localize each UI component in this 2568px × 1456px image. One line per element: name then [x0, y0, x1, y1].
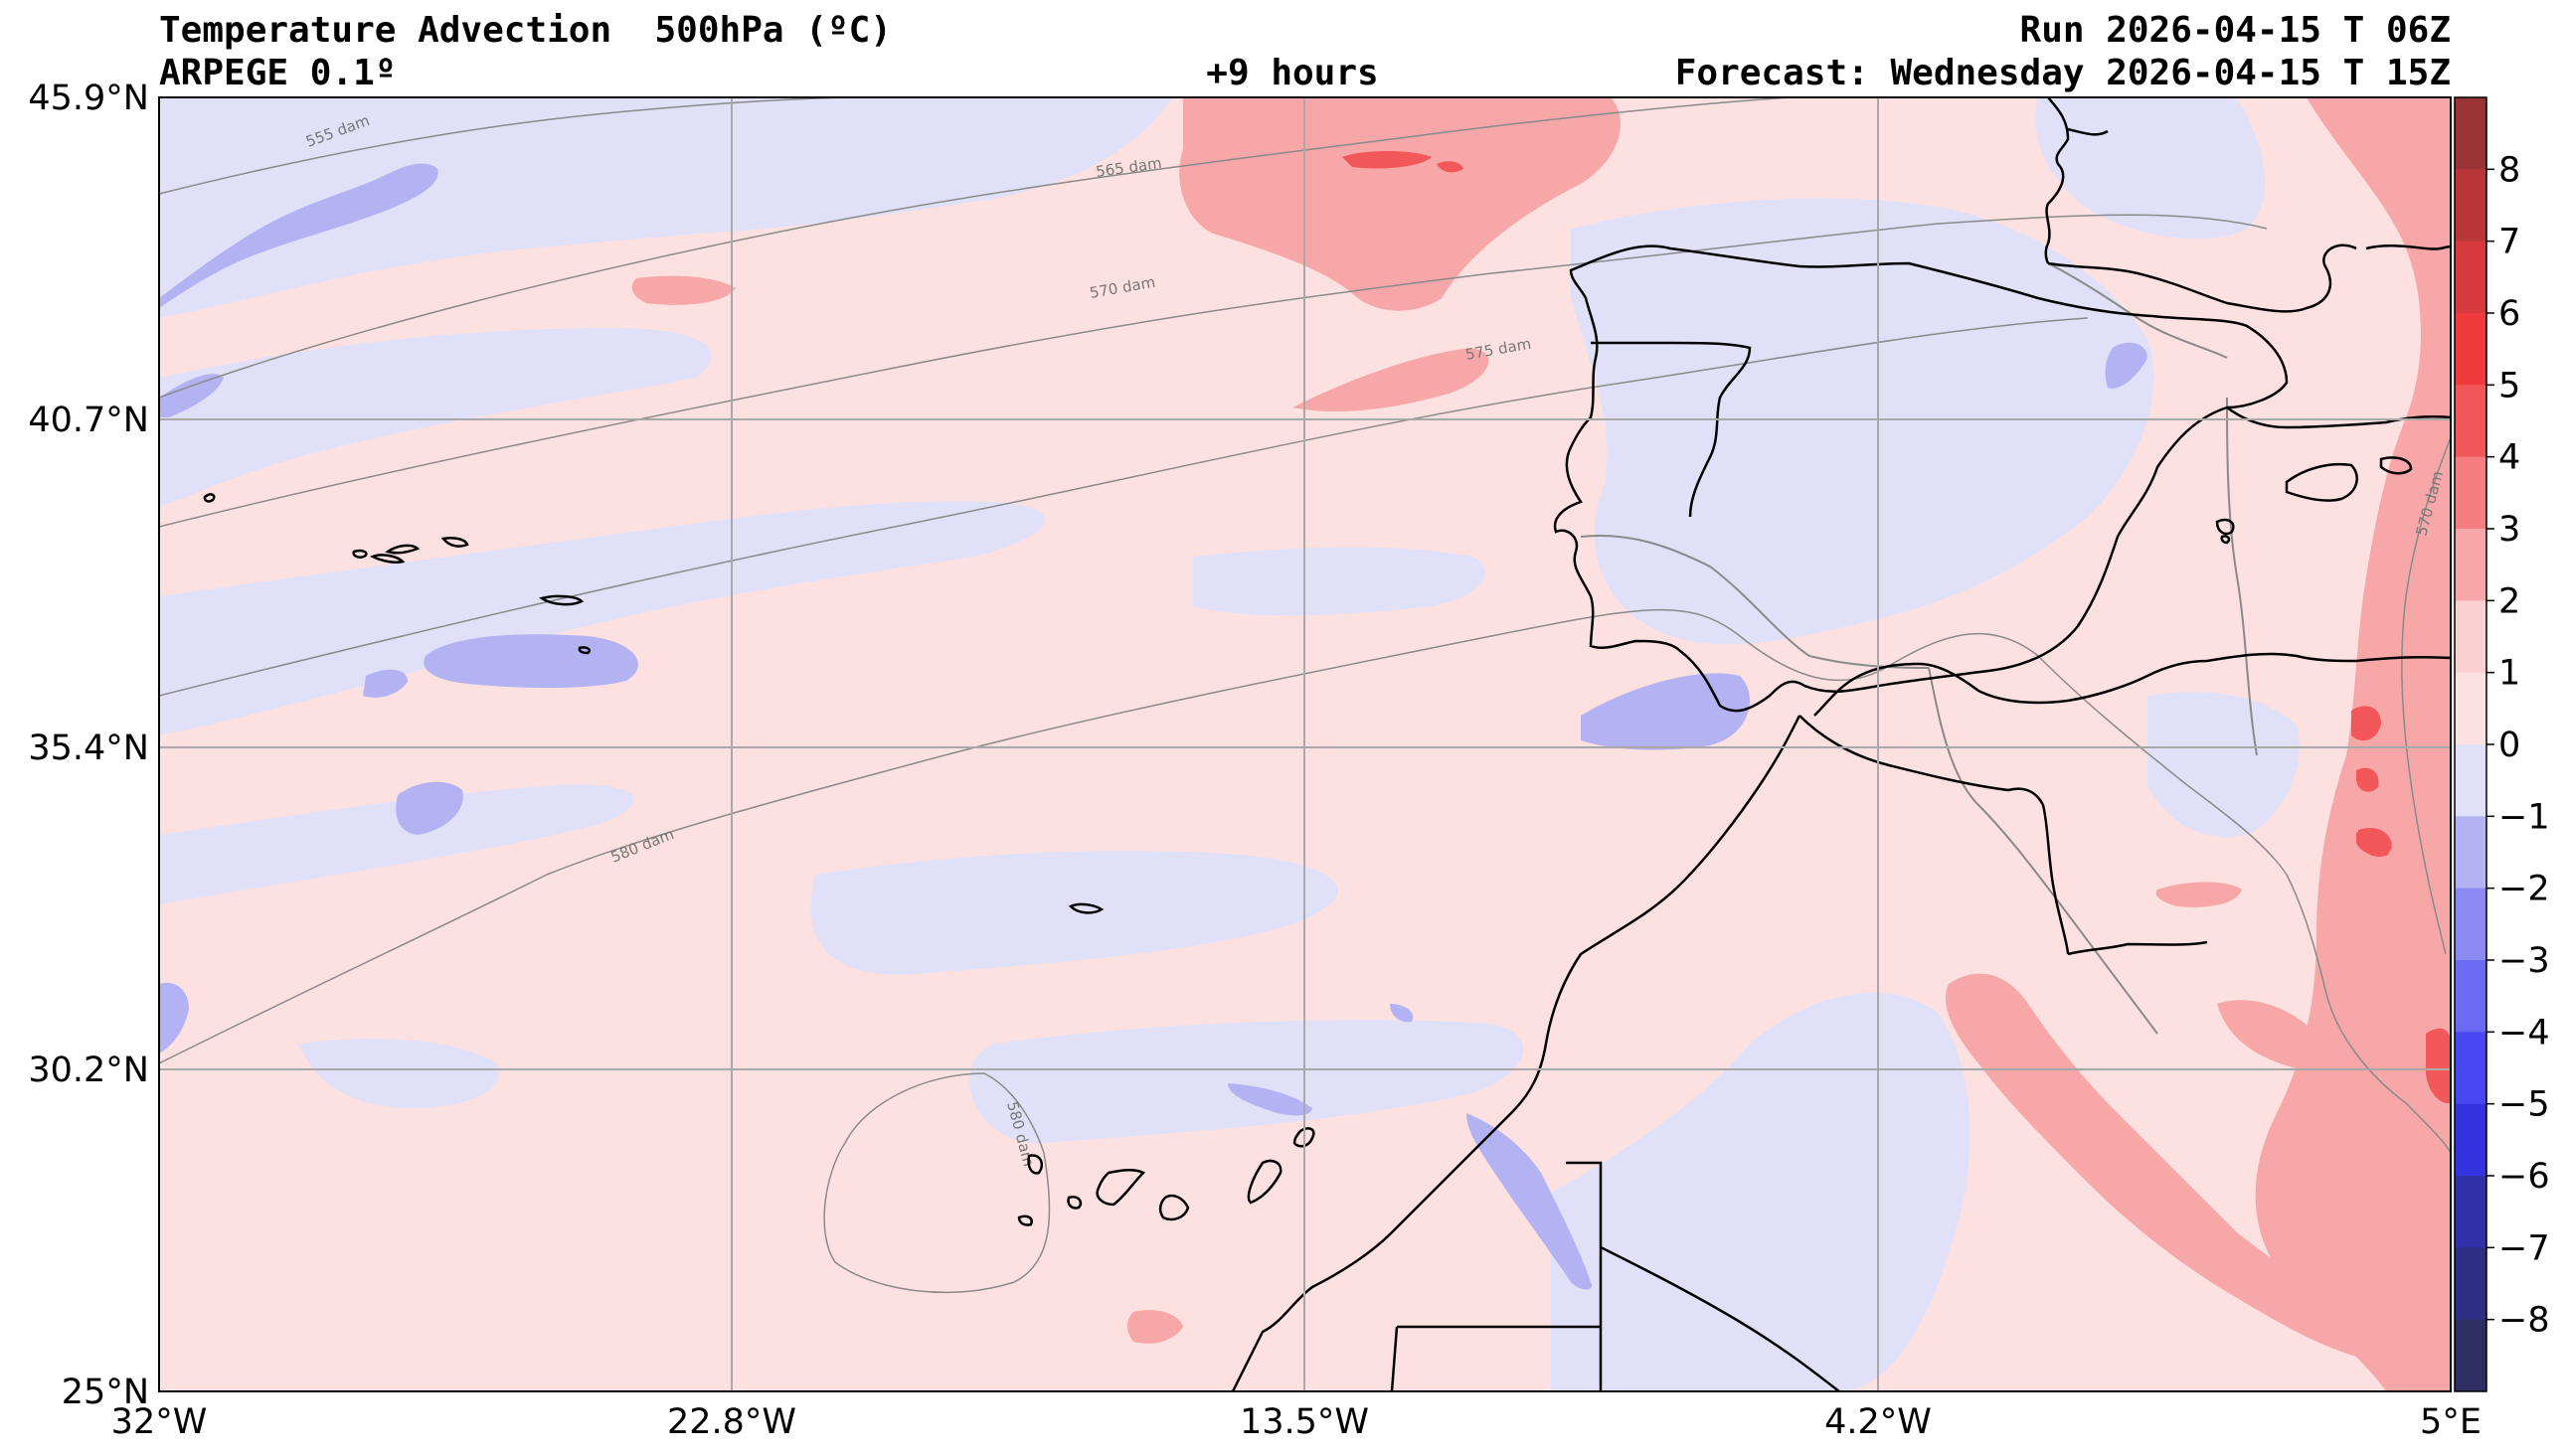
- lat-label: 45.9°N: [28, 79, 149, 118]
- cold-advection-areas: [159, 163, 2147, 1290]
- lon-label: 13.5°W: [1240, 1402, 1369, 1442]
- colorbar-swatch: [2455, 97, 2486, 170]
- colorbar-label: 8: [2498, 150, 2520, 190]
- colorbar-swatch: [2455, 313, 2486, 386]
- colorbar-swatch: [2455, 600, 2486, 674]
- colorbar-swatch: [2455, 1247, 2486, 1321]
- colorbar-label: 2: [2498, 581, 2520, 621]
- geopotential-isolines: [159, 97, 2451, 1294]
- run-time: Run 2026-04-15 T 06Z: [2019, 10, 2451, 51]
- cool-advection-areas: [159, 97, 2300, 1391]
- colorbar-label: −4: [2498, 1013, 2550, 1052]
- colorbar-swatch: [2455, 456, 2486, 530]
- colorbar-label: 4: [2498, 438, 2520, 478]
- colorbar-label: 1: [2498, 654, 2520, 694]
- colorbar-label: −7: [2498, 1228, 2550, 1268]
- colorbar-swatch: [2455, 1032, 2486, 1105]
- colorbar-swatch: [2455, 385, 2486, 458]
- map-title: Temperature Advection 500hPa (ºC): [159, 10, 892, 51]
- map-frame: [158, 96, 2452, 1392]
- lon-label: 22.8°W: [667, 1402, 796, 1442]
- colorbar-swatch: [2455, 672, 2486, 745]
- latitude-labels: 45.9°N 40.7°N 35.4°N 30.2°N 25°N: [28, 79, 149, 1412]
- colorbar-swatch: [2455, 1319, 2486, 1392]
- colorbar-label: −5: [2498, 1085, 2550, 1125]
- model-name: ARPEGE 0.1º: [159, 53, 397, 93]
- colorbar-swatch: [2455, 1103, 2486, 1177]
- forecast-lead-time: +9 hours: [1206, 53, 1379, 93]
- colorbar-swatch: [2455, 960, 2486, 1033]
- colorbar-label: −1: [2498, 797, 2550, 837]
- lat-label: 30.2°N: [28, 1051, 149, 1090]
- colorbar-label: 6: [2498, 294, 2520, 334]
- coastlines: [203, 97, 2451, 1391]
- colorbar-label: 3: [2498, 510, 2520, 550]
- colorbar-label: 7: [2498, 223, 2520, 262]
- warm-advection-areas: [631, 97, 2451, 1391]
- longitude-labels: 32°W 22.8°W 13.5°W 4.2°W 5°E: [111, 1402, 2482, 1442]
- strong-warm-advection-areas: [1342, 151, 2451, 1104]
- colorbar-label: 5: [2498, 366, 2520, 405]
- colorbar-swatch: [2455, 241, 2486, 314]
- colorbar-swatch: [2455, 816, 2486, 890]
- colorbar-swatch: [2455, 169, 2486, 243]
- colorbar: 8 7 6 5 4 3 2 1 0 −1 −2 −3 −4 −5 −6 −7 −8: [2454, 96, 2550, 1392]
- lat-label: 35.4°N: [28, 728, 149, 768]
- colorbar-label: −3: [2498, 941, 2550, 981]
- lat-label: 25°N: [62, 1373, 149, 1412]
- colorbar-swatch: [2455, 1176, 2486, 1248]
- lon-label: 4.2°W: [1824, 1402, 1932, 1442]
- country-borders: [1580, 262, 2258, 1035]
- colorbar-swatch: [2455, 744, 2486, 817]
- colorbar-label: −2: [2498, 870, 2550, 909]
- graticule: [159, 97, 2451, 1391]
- lon-label: 32°W: [111, 1402, 208, 1442]
- lon-label: 5°E: [2420, 1402, 2482, 1442]
- lat-label: 40.7°N: [28, 401, 149, 440]
- colorbar-swatch: [2455, 888, 2486, 961]
- colorbar-swatch: [2455, 529, 2486, 601]
- forecast-valid-time: Forecast: Wednesday 2026-04-15 T 15Z: [1674, 53, 2451, 93]
- colorbar-label: −6: [2498, 1157, 2550, 1197]
- colorbar-label: 0: [2498, 726, 2520, 765]
- colorbar-label: −8: [2498, 1301, 2550, 1341]
